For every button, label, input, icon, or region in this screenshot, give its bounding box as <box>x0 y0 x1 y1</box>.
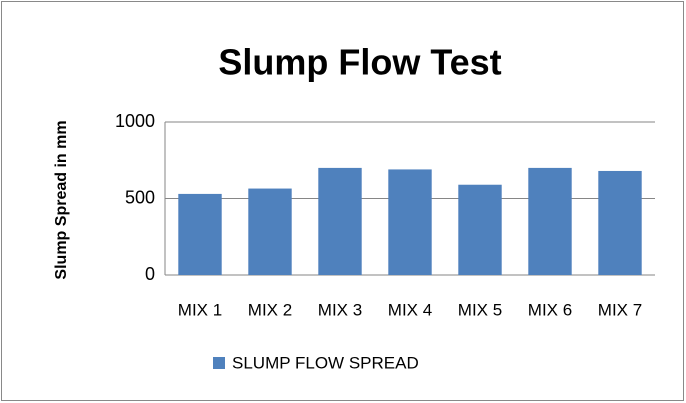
bar <box>528 167 572 275</box>
bar <box>388 169 432 275</box>
x-tick-label: MIX 6 <box>528 300 572 319</box>
bar <box>318 167 362 275</box>
y-tick-label: 0 <box>145 264 155 284</box>
y-tick-label: 1000 <box>115 111 155 131</box>
y-axis-label: Slump Spread in mm <box>53 120 70 279</box>
bar <box>248 188 292 275</box>
chart-title: Slump Flow Test <box>218 42 501 83</box>
legend-label: SLUMP FLOW SPREAD <box>232 353 419 372</box>
bar <box>598 170 642 275</box>
x-tick-label: MIX 3 <box>318 300 362 319</box>
x-tick-label: MIX 1 <box>178 300 222 319</box>
x-tick-label: MIX 7 <box>598 300 642 319</box>
x-tick-label: MIX 4 <box>388 300 432 319</box>
x-tick-label: MIX 5 <box>458 300 502 319</box>
x-tick-label: MIX 2 <box>248 300 292 319</box>
bar <box>458 184 502 275</box>
bar <box>178 193 222 275</box>
y-tick-label: 500 <box>125 187 155 207</box>
legend-swatch <box>213 357 225 369</box>
